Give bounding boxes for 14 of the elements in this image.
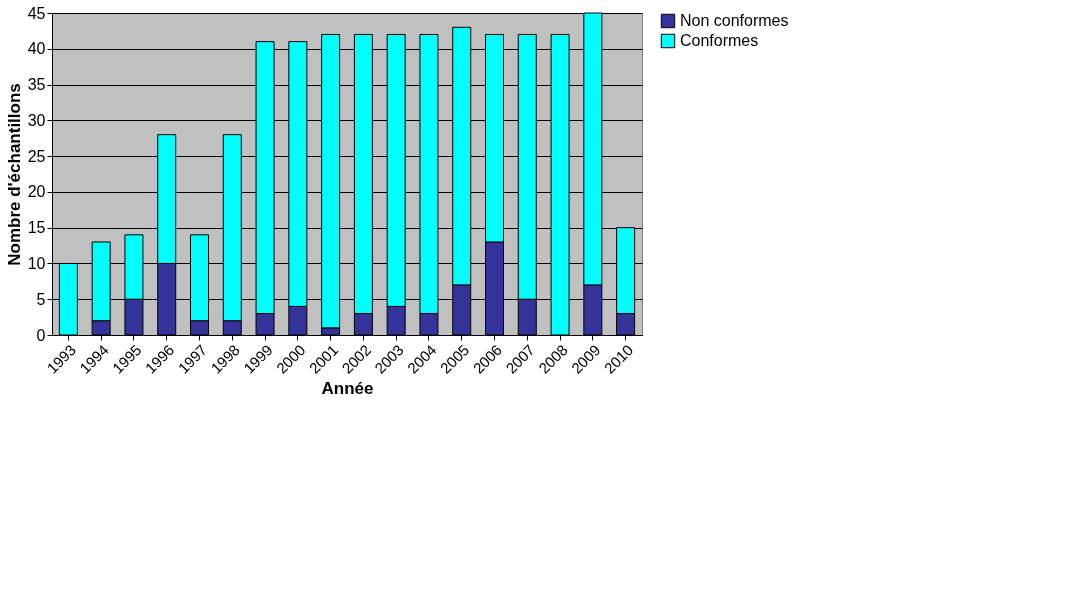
y-tick-label: 10 [27, 254, 46, 272]
y-tick-label: 45 [27, 4, 46, 22]
y-tick-label: 25 [27, 147, 46, 165]
y-tick-label: 35 [27, 76, 46, 94]
legend-label: Conformes [680, 32, 759, 49]
y-tick-label: 15 [27, 219, 46, 237]
y-tick-label: 40 [27, 40, 46, 58]
y-tick-label: 20 [27, 183, 46, 201]
y-tick-label: 0 [36, 326, 46, 344]
y-axis-title: Nombre d'échantillons [4, 83, 24, 266]
legend-label: Non conformes [680, 12, 789, 29]
x-axis-title: Année [321, 378, 374, 398]
y-tick-label: 30 [27, 111, 46, 129]
y-tick-label: 5 [36, 290, 46, 308]
